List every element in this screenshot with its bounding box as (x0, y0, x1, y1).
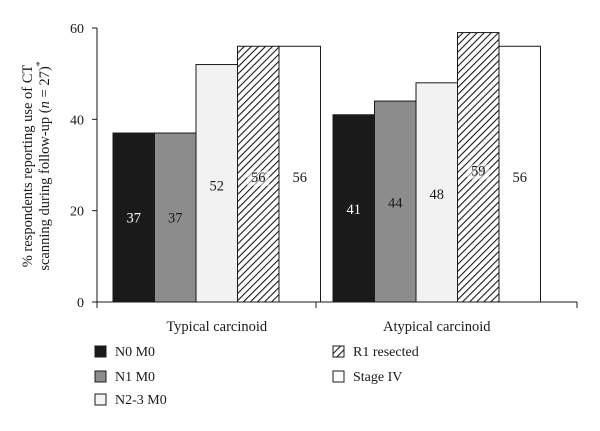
legend-swatch (332, 370, 345, 383)
y-axis-label-line2: scanning during follow-up (n = 27)* (35, 61, 53, 270)
legend-label: N1 M0 (115, 370, 155, 385)
data-label-backdrop (247, 170, 270, 186)
legend-label: N2-3 M0 (115, 393, 167, 408)
data-label: 37 (168, 211, 183, 227)
legend: N0 M0 N1 M0 N2-3 M0 R1 resected Stage IV (94, 345, 419, 408)
legend-swatch (332, 345, 345, 358)
data-label: 52 (210, 178, 225, 194)
bar-stage-iv-0 (278, 45, 321, 303)
y-tick-label: 40 (70, 113, 84, 128)
legend-label: Stage IV (353, 370, 402, 385)
data-label-backdrop (467, 164, 490, 180)
data-label: 48 (430, 187, 445, 203)
bar-n0-m0-1 (332, 114, 375, 303)
data-label: 56 (513, 170, 528, 186)
bar-stage-iv-1 (498, 45, 541, 303)
data-label: 56 (293, 170, 308, 186)
legend-swatch (94, 393, 107, 406)
data-label: 44 (388, 196, 403, 212)
y-tick-label: 0 (77, 296, 84, 311)
y-axis-label: % respondents reporting use of CT scanni… (20, 61, 53, 270)
data-label: 56 (251, 170, 266, 186)
bar-n1-m0-1 (374, 100, 417, 303)
bar-n2-3-m0-1 (415, 82, 458, 303)
legend-swatch (94, 370, 107, 383)
x-category-label: Atypical carcinoid (383, 319, 491, 335)
y-tick-label: 60 (70, 22, 84, 37)
bar-n0-m0-0 (112, 132, 155, 303)
data-label: 59 (471, 163, 486, 179)
legend-swatch (94, 345, 107, 358)
data-label: 41 (347, 202, 362, 218)
legend-label: R1 resected (353, 345, 419, 360)
y-tick-label: 20 (70, 205, 84, 220)
y-axis-label-line1: % respondents reporting use of CT (20, 65, 36, 268)
plot-area: 0 20 40 60 37 37 52 56 56 Typical carcinoid 41 44 48… (70, 22, 578, 335)
bar-n2-3-m0-0 (195, 64, 238, 303)
data-label: 37 (127, 211, 142, 227)
legend-label: N0 M0 (115, 345, 155, 360)
x-category-label: Typical carcinoid (166, 319, 268, 335)
